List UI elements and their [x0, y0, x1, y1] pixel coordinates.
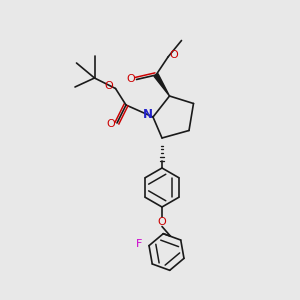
- Text: O: O: [106, 119, 115, 130]
- Text: N: N: [142, 108, 153, 121]
- Text: O: O: [169, 50, 178, 61]
- Text: O: O: [126, 74, 135, 84]
- Text: O: O: [104, 80, 113, 91]
- Text: F: F: [136, 239, 142, 249]
- Polygon shape: [154, 74, 170, 96]
- Text: O: O: [158, 217, 166, 227]
